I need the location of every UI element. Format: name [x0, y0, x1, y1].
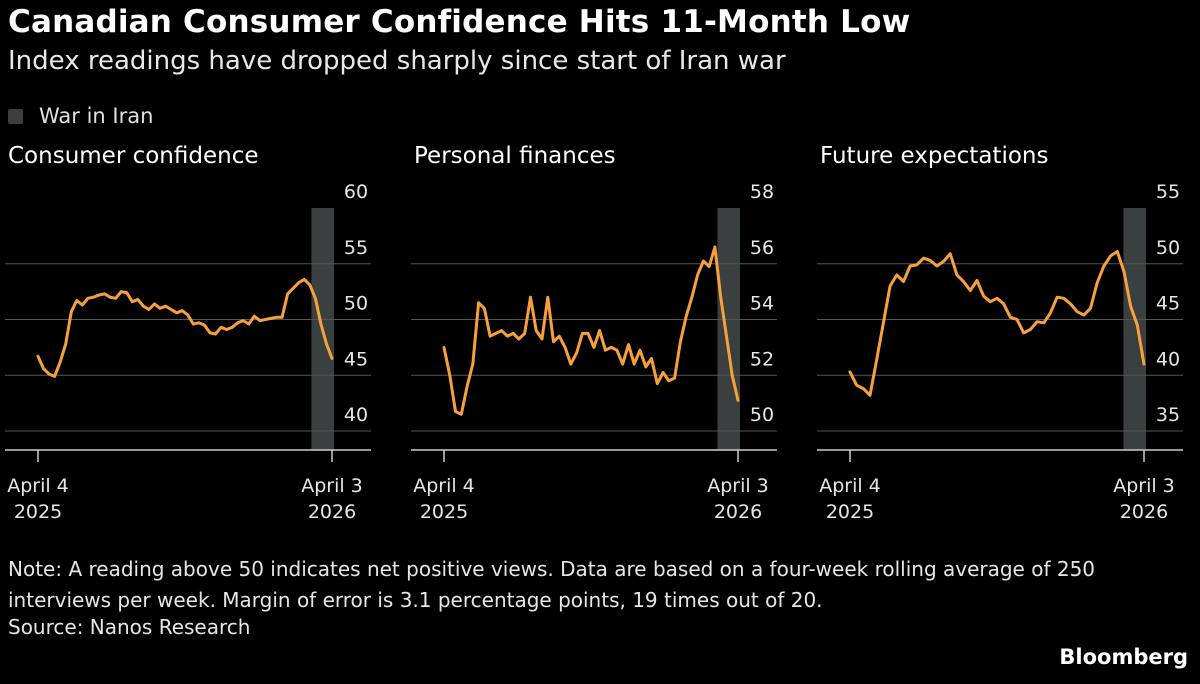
x-tick-label-start: April 4 [413, 475, 475, 497]
y-tick-label: 50 [750, 404, 774, 426]
panel-title-personal-finances: Personal finances [414, 143, 616, 169]
legend-swatch [8, 108, 23, 124]
y-tick-label: 52 [750, 348, 774, 370]
y-tick-label: 40 [1156, 348, 1180, 370]
y-tick-label: 55 [1156, 181, 1180, 203]
panel-title-consumer-confidence: Consumer confidence [8, 143, 259, 169]
x-tick-label-start: 2025 [420, 501, 468, 523]
panel-title-future-expectations: Future expectations [820, 143, 1049, 169]
chart-subtitle: Index readings have dropped sharply sinc… [8, 46, 786, 76]
x-tick-label-start: April 4 [819, 475, 881, 497]
series-line [442, 245, 740, 416]
x-tick-label-end: 2026 [308, 501, 356, 523]
source-note: Source: Nanos Research [8, 615, 251, 639]
y-tick-label: 54 [750, 293, 774, 315]
x-tick-label-start: April 4 [7, 475, 69, 497]
chart-consumer-confidence: 40 45 50 55 60 April 4 2025 April 3 2026 [5, 181, 371, 523]
footnote: Note: A reading above 50 indicates net p… [8, 557, 1096, 612]
chart-personal-finances: 50 52 54 56 58 April 4 2025 April 3 2026 [411, 181, 777, 523]
series-line [36, 277, 334, 378]
x-tick-label-end: April 3 [1113, 475, 1175, 497]
bloomberg-logo: Bloomberg [1059, 645, 1188, 669]
y-tick-label: 55 [344, 237, 368, 259]
x-tick-label-end: 2026 [1120, 501, 1168, 523]
war-shading [1123, 208, 1146, 450]
war-shading [717, 208, 740, 450]
y-tick-label: 60 [344, 181, 368, 203]
series-line [848, 250, 1146, 397]
y-tick-label: 40 [344, 404, 368, 426]
chart-title: Canadian Consumer Confidence Hits 11-Mon… [8, 4, 911, 40]
chart-future-expectations: 35 40 45 50 55 April 4 2025 April 3 2026 [817, 181, 1183, 523]
y-tick-label: 45 [1156, 293, 1180, 315]
legend: War in Iran [8, 104, 153, 128]
y-tick-label: 50 [1156, 237, 1180, 259]
y-tick-label: 58 [750, 181, 774, 203]
y-tick-label: 56 [750, 237, 774, 259]
x-tick-label-start: 2025 [14, 501, 62, 523]
x-tick-label-end: April 3 [301, 475, 363, 497]
y-tick-label: 50 [344, 293, 368, 315]
y-tick-label: 35 [1156, 404, 1180, 426]
x-tick-label-end: April 3 [707, 475, 769, 497]
x-tick-label-start: 2025 [826, 501, 874, 523]
x-tick-label-end: 2026 [714, 501, 762, 523]
y-tick-label: 45 [344, 348, 368, 370]
legend-label: War in Iran [39, 104, 154, 128]
